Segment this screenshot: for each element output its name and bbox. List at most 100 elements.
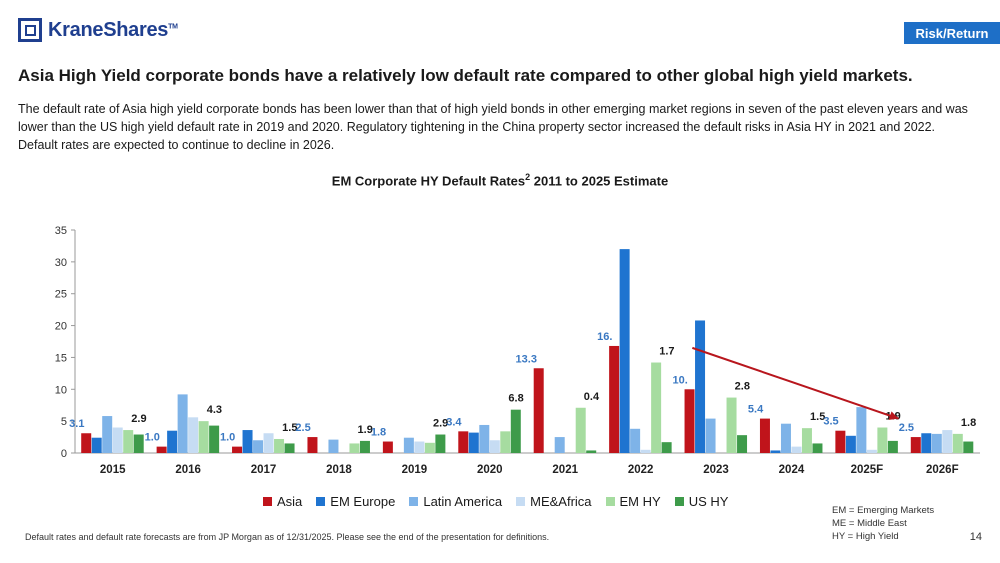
bar-em-hy <box>123 430 134 453</box>
bar-latin-america <box>253 440 264 453</box>
bar-em-europe <box>695 320 706 453</box>
bar-me-africa <box>263 433 274 453</box>
x-tick-label: 2023 <box>703 464 729 476</box>
bar-us-hy <box>435 434 446 453</box>
data-label-asia: 3.4 <box>446 416 462 428</box>
abbrev-hy: HY = High Yield <box>832 531 899 542</box>
x-tick-label: 2020 <box>477 464 503 476</box>
bar-em-hy <box>801 428 812 453</box>
y-tick-label: 20 <box>55 321 67 333</box>
data-label-asia: 10. <box>672 374 687 386</box>
bar-asia <box>835 430 846 453</box>
bar-me-africa <box>188 417 199 453</box>
y-tick-label: 25 <box>55 289 67 301</box>
bar-em-europe <box>91 437 102 453</box>
bar-me-africa <box>942 430 953 453</box>
bar-us-hy <box>133 434 144 453</box>
x-tick-label: 2022 <box>628 464 654 476</box>
data-label-asia: 2.5 <box>899 422 914 434</box>
bar-em-hy <box>877 427 888 453</box>
data-label-us-hy: 4.3 <box>207 404 222 416</box>
bar-us-hy <box>737 435 748 453</box>
legend-item: Latin America <box>409 494 502 509</box>
trend-arrow <box>692 346 899 420</box>
data-label-asia: 3.5 <box>823 416 838 428</box>
bar-latin-america <box>856 407 867 453</box>
bar-latin-america <box>705 418 716 453</box>
abbrev-em: EM = Emerging Markets <box>832 505 935 516</box>
legend-label: ME&Africa <box>530 494 592 509</box>
footnote: Default rates and default rate forecasts… <box>25 532 550 542</box>
bar-em-hy <box>952 433 963 453</box>
data-label-us-hy: 1.5 <box>282 422 297 434</box>
bar-em-hy <box>575 407 586 453</box>
bar-em-europe <box>167 430 178 453</box>
bar-me-africa <box>489 440 500 453</box>
x-tick-label: 2015 <box>100 464 126 476</box>
y-tick-label: 30 <box>55 257 67 269</box>
legend-item: EM Europe <box>316 494 395 509</box>
bar-us-hy <box>284 443 295 453</box>
bar-em-hy <box>500 431 511 453</box>
data-label-us-hy: 6.8 <box>508 393 523 405</box>
bar-us-hy <box>359 440 370 453</box>
bar-em-europe <box>770 450 781 453</box>
body-paragraph: The default rate of Asia high yield corp… <box>18 102 968 152</box>
bar-em-hy <box>726 397 737 453</box>
bar-latin-america <box>931 433 942 453</box>
bar-latin-america <box>554 437 565 453</box>
bar-em-hy <box>198 421 209 453</box>
bar-asia <box>910 437 921 453</box>
bar-latin-america <box>479 424 490 453</box>
legend-label: US HY <box>688 494 729 509</box>
bar-em-hy <box>349 443 360 453</box>
legend-swatch <box>263 497 272 506</box>
data-label-asia: 3.1 <box>69 418 84 430</box>
section-tag: Risk/Return <box>904 22 1000 44</box>
bar-em-hy <box>424 442 435 453</box>
bar-em-europe <box>468 432 479 453</box>
y-tick-label: 5 <box>61 416 67 428</box>
bar-me-africa <box>866 449 877 453</box>
x-tick-label: 2018 <box>326 464 352 476</box>
x-tick-label: 2019 <box>402 464 428 476</box>
x-tick-label: 2016 <box>175 464 201 476</box>
legend-item: EM HY <box>605 494 661 509</box>
legend-swatch <box>605 497 615 506</box>
bar-us-hy <box>812 443 823 453</box>
bar-asia <box>232 446 243 453</box>
abbrev-me: ME = Middle East <box>832 518 907 529</box>
page-number: 14 <box>969 531 982 543</box>
legend-label: Latin America <box>423 494 503 509</box>
legend-swatch <box>409 497 419 506</box>
x-tick-label: 2026F <box>926 464 959 476</box>
legend-label: Asia <box>277 494 303 509</box>
abbreviations: EM = Emerging Markets ME = Middle East H… <box>832 504 934 543</box>
y-tick-label: 35 <box>55 225 67 237</box>
trend-arrow-head <box>888 411 899 420</box>
bar-latin-america <box>102 416 113 453</box>
x-tick-label: 2021 <box>552 464 578 476</box>
y-tick-label: 0 <box>61 448 67 460</box>
legend-label: EM HY <box>619 494 661 509</box>
bar-asia <box>81 433 92 453</box>
bar-em-hy <box>274 438 285 453</box>
bar-us-hy <box>661 442 672 453</box>
legend-swatch <box>316 497 326 506</box>
data-label-us-hy: 1.7 <box>659 346 674 358</box>
bar-em-europe <box>619 249 630 453</box>
bar-latin-america <box>177 394 188 453</box>
bar-em-europe <box>921 433 932 453</box>
data-label-us-hy: 0.4 <box>584 391 600 403</box>
bar-latin-america <box>328 439 339 453</box>
kraneshares-logo: KraneSharesTM <box>18 18 178 42</box>
legend-item: ME&Africa <box>516 494 592 509</box>
bar-asia <box>382 441 393 453</box>
y-tick-label: 10 <box>55 384 67 396</box>
bar-em-europe <box>845 435 856 453</box>
legend-swatch <box>516 497 526 506</box>
bar-asia <box>533 368 544 453</box>
kraneshares-logo-icon <box>18 18 42 42</box>
bar-asia <box>609 345 620 453</box>
legend-label: EM Europe <box>330 494 396 509</box>
